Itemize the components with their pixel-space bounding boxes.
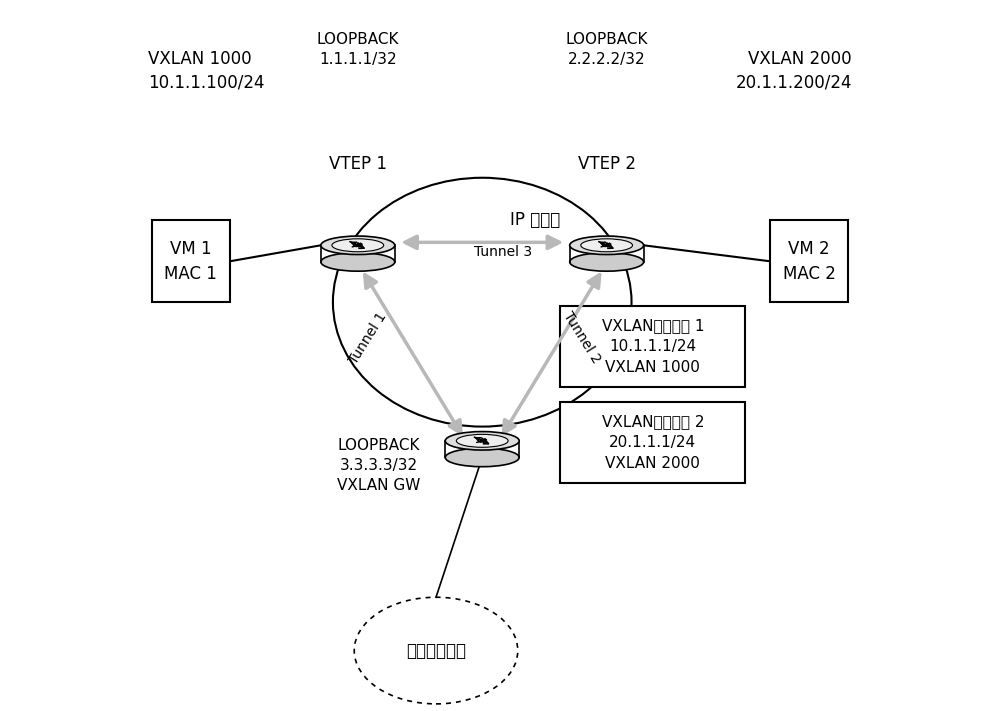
Ellipse shape [321, 236, 395, 255]
Ellipse shape [445, 448, 519, 466]
Text: Tunnel 3: Tunnel 3 [474, 245, 533, 260]
Text: 外界三层网络: 外界三层网络 [406, 641, 466, 660]
Ellipse shape [570, 236, 644, 255]
Bar [560, 402, 745, 483]
Text: VM 2
MAC 2: VM 2 MAC 2 [783, 240, 836, 283]
Text: Tunnel 1: Tunnel 1 [347, 309, 390, 366]
Bar [445, 441, 519, 457]
Text: VTEP 1: VTEP 1 [329, 154, 387, 173]
Text: LOOPBACK
1.1.1.1/32: LOOPBACK 1.1.1.1/32 [317, 32, 399, 67]
Text: VTEP 2: VTEP 2 [578, 154, 636, 173]
Text: IP 核心网: IP 核心网 [510, 211, 561, 230]
Bar [152, 220, 230, 302]
Ellipse shape [581, 239, 633, 252]
Bar [570, 245, 644, 262]
Ellipse shape [445, 432, 519, 450]
Text: VXLAN 1000
10.1.1.100/24: VXLAN 1000 10.1.1.100/24 [148, 50, 265, 92]
Ellipse shape [333, 178, 632, 427]
Ellipse shape [321, 252, 395, 271]
Text: VXLAN网关接口 2
20.1.1.1/24
VXLAN 2000: VXLAN网关接口 2 20.1.1.1/24 VXLAN 2000 [602, 414, 704, 471]
Text: LOOPBACK
2.2.2.2/32: LOOPBACK 2.2.2.2/32 [565, 32, 648, 67]
Text: VXLAN网关接口 1
10.1.1.1/24
VXLAN 1000: VXLAN网关接口 1 10.1.1.1/24 VXLAN 1000 [602, 318, 704, 375]
Text: VXLAN 2000
20.1.1.200/24: VXLAN 2000 20.1.1.200/24 [735, 50, 852, 92]
Text: LOOPBACK
3.3.3.3/32
VXLAN GW: LOOPBACK 3.3.3.3/32 VXLAN GW [337, 439, 421, 493]
Text: VM 1
MAC 1: VM 1 MAC 1 [164, 240, 217, 283]
Ellipse shape [570, 252, 644, 271]
Ellipse shape [332, 239, 384, 252]
Text: Tunnel 2: Tunnel 2 [560, 309, 603, 366]
Bar [770, 220, 848, 302]
Ellipse shape [354, 597, 518, 704]
Ellipse shape [456, 434, 508, 447]
Bar [321, 245, 395, 262]
Bar [560, 306, 745, 387]
